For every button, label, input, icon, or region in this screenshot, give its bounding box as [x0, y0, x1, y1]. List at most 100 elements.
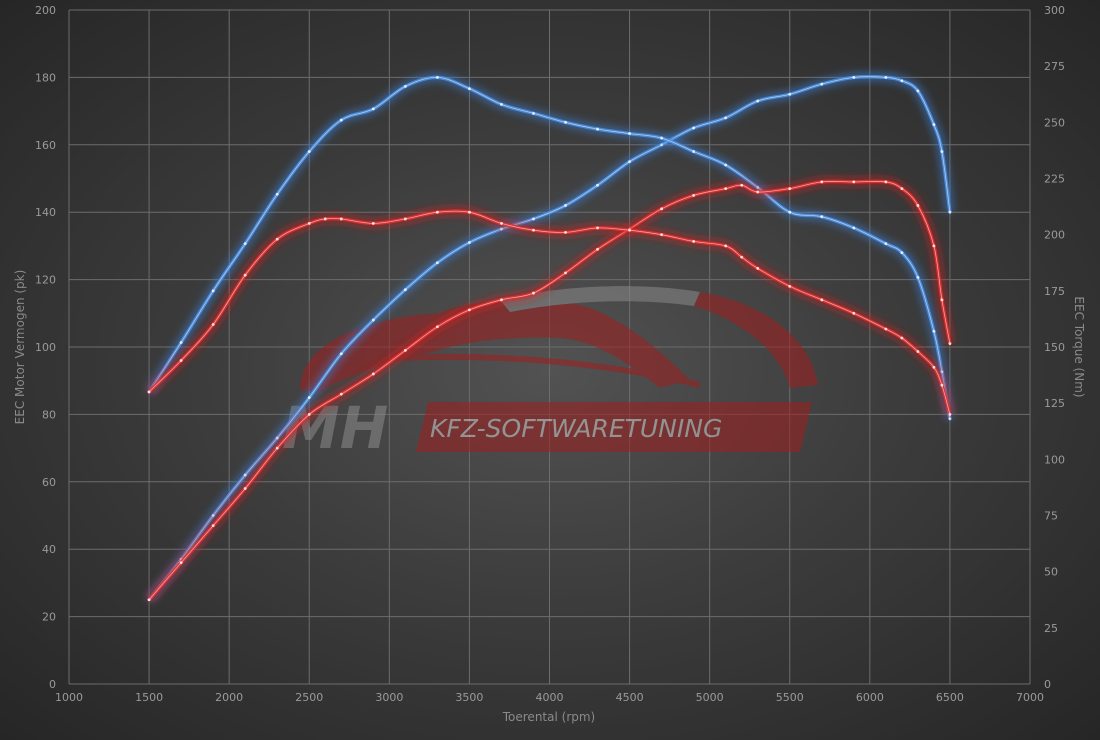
data-point	[884, 327, 888, 331]
data-point	[211, 289, 215, 293]
y-tick-label: 160	[35, 139, 56, 152]
data-point	[932, 123, 936, 126]
x-tick-label: 6500	[936, 691, 964, 704]
series-blue-right	[145, 72, 955, 421]
data-point	[628, 160, 631, 164]
tick-labels: 1000 1500 2000 2500 3000 3500 4000 4500 5000 5500…	[35, 4, 1065, 704]
data-point	[435, 261, 439, 265]
data-point	[147, 598, 151, 602]
y-tick-label: 100	[35, 341, 56, 354]
x-tick-label: 4500	[616, 691, 644, 704]
y-tick-label: 0	[49, 678, 56, 691]
data-point	[820, 180, 824, 184]
data-point	[916, 275, 920, 279]
data-point	[532, 111, 535, 115]
data-point	[468, 241, 471, 244]
data-point	[948, 413, 952, 416]
data-point	[948, 417, 952, 421]
data-point	[500, 102, 503, 106]
data-point	[628, 228, 631, 232]
data-point	[932, 329, 936, 333]
data-point	[468, 308, 471, 312]
data-point	[900, 187, 904, 191]
data-point	[211, 524, 215, 528]
data-point	[724, 163, 728, 167]
data-point	[948, 210, 952, 214]
data-point	[788, 187, 792, 191]
watermark-gauge-red-icon	[694, 292, 818, 388]
watermark-car-line-icon	[319, 353, 701, 388]
data-point	[403, 84, 407, 88]
x-tick-label: 1000	[55, 691, 83, 704]
watermark-text: KFZ-SOFTWARETUNING	[430, 414, 722, 443]
series-blue-left	[145, 72, 955, 603]
data-point	[179, 561, 183, 565]
data-point	[275, 192, 279, 196]
data-point	[932, 365, 936, 369]
series-layer	[145, 72, 955, 603]
data-point	[179, 359, 183, 362]
x-tick-label: 2000	[215, 691, 243, 704]
data-point	[596, 247, 599, 251]
data-point	[884, 180, 888, 184]
data-point	[852, 226, 856, 230]
x-tick-label: 6000	[856, 691, 884, 704]
y2-tick-label: 25	[1044, 622, 1058, 635]
data-point	[323, 217, 327, 221]
data-point	[756, 190, 760, 194]
data-point	[243, 487, 247, 490]
data-point	[371, 107, 375, 111]
y2-axis-title: EEC Torque (Nm)	[1072, 296, 1086, 397]
data-point	[532, 291, 535, 295]
x-axis-title: Toerental (rpm)	[502, 710, 595, 724]
data-point	[692, 150, 696, 153]
data-point	[147, 390, 151, 394]
data-point	[820, 215, 824, 219]
y2-tick-label: 200	[1044, 229, 1065, 242]
y-tick-label: 20	[42, 611, 56, 624]
data-point	[900, 251, 904, 255]
data-point	[339, 217, 343, 221]
data-point	[756, 99, 760, 103]
data-point	[724, 187, 728, 191]
y2-tick-label: 100	[1044, 453, 1065, 466]
data-point	[532, 217, 535, 221]
data-point	[435, 325, 439, 329]
data-point	[403, 217, 407, 221]
data-point	[820, 298, 824, 302]
x-tick-label: 1500	[135, 691, 163, 704]
data-point	[852, 76, 856, 79]
data-point	[884, 242, 888, 246]
data-point	[916, 89, 920, 93]
data-point	[532, 228, 535, 232]
data-point	[788, 92, 792, 96]
data-point	[788, 284, 792, 288]
data-point	[564, 204, 567, 207]
y2-tick-label: 300	[1044, 4, 1065, 17]
data-point	[500, 222, 503, 225]
data-point	[660, 136, 664, 140]
series-red-left	[145, 176, 955, 603]
data-point	[900, 336, 904, 340]
data-point	[740, 183, 744, 187]
data-point	[243, 242, 247, 246]
data-point	[660, 207, 664, 211]
data-point	[307, 150, 311, 153]
data-point	[500, 298, 503, 302]
data-point	[371, 222, 375, 225]
y2-tick-label: 125	[1044, 397, 1065, 410]
data-point	[564, 271, 567, 275]
y-tick-label: 60	[42, 476, 56, 489]
data-point	[916, 350, 920, 353]
y2-tick-label: 0	[1044, 678, 1051, 691]
y-tick-label: 140	[35, 206, 56, 219]
data-point	[435, 210, 439, 214]
data-point	[403, 288, 407, 292]
series-core-line	[148, 180, 951, 601]
data-point	[852, 311, 856, 315]
data-point	[692, 126, 696, 130]
y2-tick-label: 75	[1044, 510, 1058, 523]
data-point	[211, 514, 215, 517]
